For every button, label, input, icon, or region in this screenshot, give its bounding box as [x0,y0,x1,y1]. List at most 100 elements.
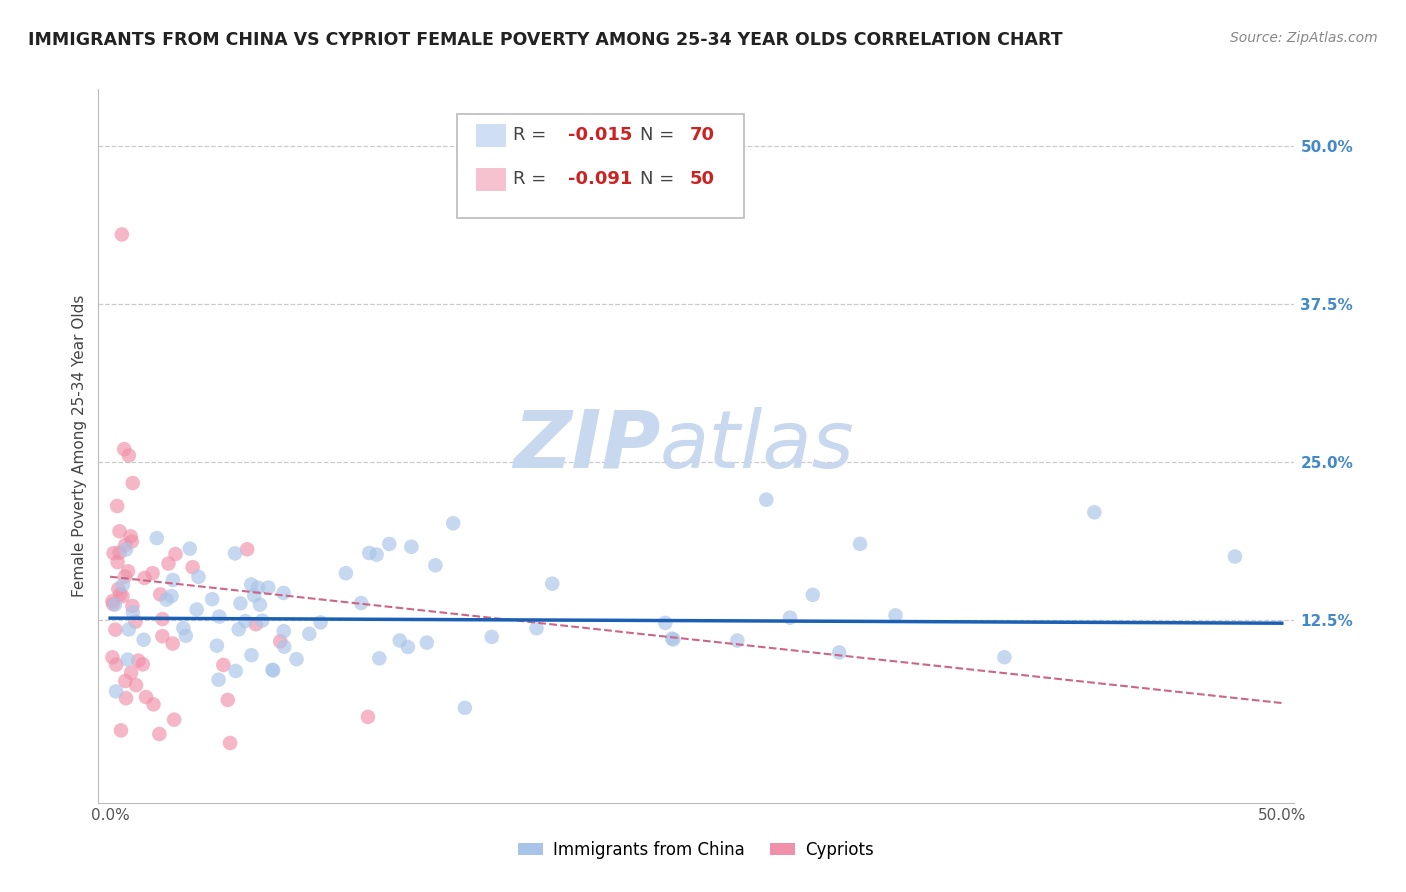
Point [112,442,135,457]
Text: atlas: atlas [661,407,855,485]
Point [229,596,252,610]
Point [212,657,235,672]
Point [121,599,143,613]
Point [401,540,423,554]
Point [179,541,201,556]
Point [117,565,139,579]
Point [654,615,676,630]
Point [103,546,125,560]
Text: R =: R = [513,170,553,188]
Point [725,633,748,648]
Point [298,627,321,641]
Point [101,594,124,608]
Text: ZIP: ZIP [513,407,661,485]
Point [105,499,128,513]
Point [396,640,419,654]
Point [155,592,177,607]
Point [257,581,280,595]
Point [162,636,184,650]
Point [285,652,308,666]
Point [240,577,263,591]
Point [246,581,269,595]
Point [526,621,548,635]
Point [111,227,134,242]
Point [132,657,155,672]
Point [335,566,357,581]
Point [441,516,464,531]
Point [107,582,129,596]
Point [243,589,266,603]
Point [236,542,259,557]
Point [115,691,138,706]
Point [350,596,373,610]
Point [114,538,136,552]
Point [368,651,391,665]
Point [162,573,184,587]
Point [187,570,209,584]
Point [124,615,146,629]
Y-axis label: Female Poverty Among 25-34 Year Olds: Female Poverty Among 25-34 Year Olds [72,295,87,597]
Point [481,630,503,644]
Point [240,648,263,662]
Point [262,664,284,678]
Point [152,629,174,643]
Point [425,558,447,573]
Point [541,576,564,591]
Point [114,673,136,688]
Point [416,635,439,649]
Point [111,589,134,603]
Point [273,624,295,639]
Point [101,597,124,611]
Point [108,546,131,560]
Point [160,589,183,603]
Point [120,529,142,543]
Text: 70: 70 [690,126,716,144]
Point [104,598,127,612]
Point [250,614,273,628]
Point [107,555,129,569]
Point [135,690,157,704]
Point [114,569,136,583]
Point [884,608,907,623]
Point [115,542,138,557]
Point [366,548,388,562]
Point [269,634,291,648]
Point [152,612,174,626]
Point [172,621,194,635]
Text: IMMIGRANTS FROM CHINA VS CYPRIOT FEMALE POVERTY AMONG 25-34 YEAR OLDS CORRELATIO: IMMIGRANTS FROM CHINA VS CYPRIOT FEMALE … [28,31,1063,49]
Point [205,639,228,653]
Point [207,673,229,687]
Point [454,701,477,715]
Point [273,586,295,600]
Point [118,623,141,637]
Point [378,537,401,551]
Text: Source: ZipAtlas.com: Source: ZipAtlas.com [1230,31,1378,45]
Point [357,710,380,724]
Point [142,566,165,581]
Text: N =: N = [640,170,679,188]
Point [801,588,824,602]
Text: R =: R = [513,126,553,144]
Point [127,654,149,668]
FancyBboxPatch shape [477,124,505,145]
Point [148,727,170,741]
Point [121,534,143,549]
FancyBboxPatch shape [457,114,744,218]
Point [224,546,246,560]
Text: -0.015: -0.015 [568,126,633,144]
Point [118,449,141,463]
Point [181,560,204,574]
Point [262,663,284,677]
Point [111,578,134,592]
Point [249,598,271,612]
Point [110,723,132,738]
Point [104,623,127,637]
Point [309,615,332,630]
Point [186,602,208,616]
Point [146,531,169,545]
Point [165,547,187,561]
Point [217,693,239,707]
Point [208,609,231,624]
Point [149,587,172,601]
Point [225,664,247,678]
